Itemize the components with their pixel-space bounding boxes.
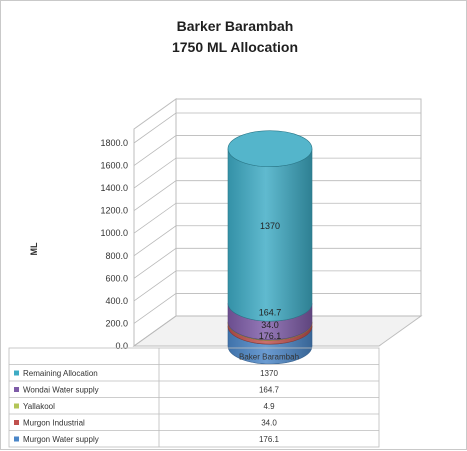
legend-key	[14, 436, 19, 442]
legend-entry: Wondai Water supply	[23, 386, 99, 395]
table-value: 4.9	[263, 402, 275, 411]
gridline	[133, 247, 421, 279]
table-header-category: Baker Barambah	[239, 353, 299, 362]
legend-key	[14, 403, 19, 409]
y-tick-label: 1200.0	[100, 206, 128, 216]
cylinder-segments	[227, 130, 313, 365]
side-wall	[133, 98, 177, 347]
data-label: 164.7	[259, 307, 282, 317]
data-label: 34.0	[261, 320, 279, 330]
gridline	[133, 270, 421, 302]
legend-entry: Yallakool	[23, 402, 55, 411]
gridline	[133, 315, 421, 347]
legend-entry: Remaining Allocation	[23, 369, 98, 378]
y-axis-label: ML	[29, 242, 39, 255]
gridline	[133, 157, 421, 189]
gridline	[133, 293, 421, 324]
y-tick-label: 1600.0	[100, 161, 128, 171]
table-value: 1370	[260, 369, 278, 378]
gridline	[133, 112, 421, 144]
gridlines	[133, 112, 421, 347]
legend-entry: Murgon Water supply	[23, 435, 99, 444]
gridline	[133, 202, 421, 234]
legend-key	[14, 370, 19, 376]
data-table: Baker Barambah Remaining Allocation 1370 Wo…	[8, 347, 380, 448]
table-value: 176.1	[259, 435, 280, 444]
chart-title: Barker Barambah	[177, 18, 294, 34]
data-label: 176.1	[259, 331, 282, 341]
legend-entry: Murgon Industrial	[23, 419, 85, 428]
cylinder-top-cap	[227, 130, 313, 167]
cylinder-segment	[227, 148, 313, 322]
gridline	[133, 180, 421, 211]
gridline	[133, 225, 421, 257]
y-tick-label: 800.0	[105, 251, 128, 261]
y-tick-label: 400.0	[105, 296, 128, 306]
table-value: 34.0	[261, 419, 277, 428]
y-tick-label: 1400.0	[100, 183, 128, 193]
y-tick-label: 1800.0	[100, 138, 128, 148]
table-value: 164.7	[259, 386, 280, 395]
y-tick-label: 600.0	[105, 273, 128, 283]
legend-key	[14, 420, 19, 425]
y-tick-label: 1000.0	[100, 228, 128, 238]
y-tick-label: 0.0	[115, 341, 128, 351]
y-tick-labels: 0.0 200.0 400.0 600.0 800.0 1000.0 1200.0 1400.…	[100, 138, 128, 351]
gridline	[133, 135, 421, 166]
data-labels: 176.134.0 164.7 1370	[259, 221, 282, 341]
chart-subtitle: 1750 ML Allocation	[172, 39, 298, 55]
y-tick-label: 200.0	[105, 318, 128, 328]
data-label: 1370	[260, 221, 280, 231]
legend-key	[14, 387, 19, 392]
